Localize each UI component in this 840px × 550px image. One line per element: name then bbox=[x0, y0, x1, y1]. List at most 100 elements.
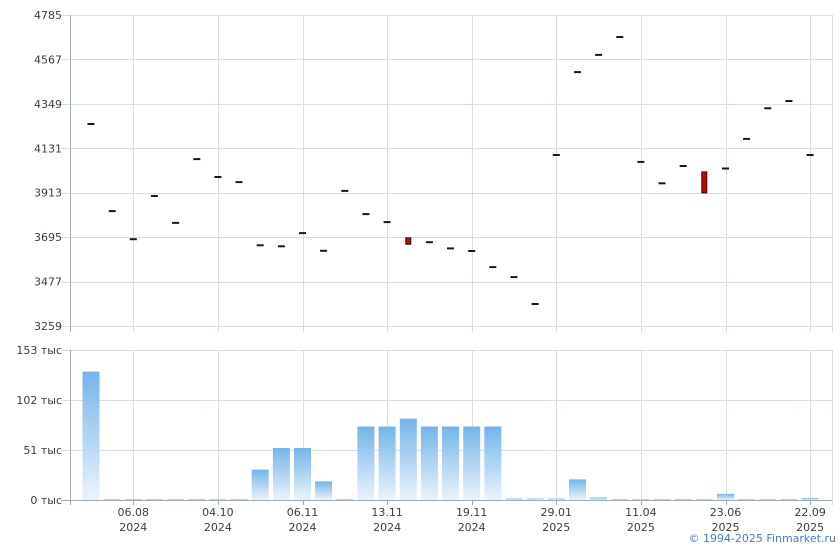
volume-bar bbox=[801, 498, 819, 500]
volume-bar bbox=[378, 426, 396, 500]
price-tick-mark bbox=[785, 100, 793, 102]
volume-bar bbox=[82, 371, 100, 500]
price-y-axis-label: 4567 bbox=[34, 53, 62, 66]
price-y-axis-label: 4785 bbox=[34, 9, 62, 22]
volume-bar bbox=[272, 448, 290, 500]
price-tick-mark bbox=[383, 221, 391, 224]
price-tick-mark bbox=[743, 137, 751, 140]
volume-bar bbox=[145, 499, 163, 500]
price-tick-mark bbox=[172, 221, 180, 224]
price-tick-mark bbox=[235, 181, 243, 184]
price-y-axis-label: 3259 bbox=[34, 320, 62, 333]
volume-bar bbox=[632, 499, 650, 500]
price-tick-mark bbox=[552, 154, 560, 156]
volume-bar bbox=[209, 499, 227, 500]
price-tick-mark bbox=[362, 213, 370, 216]
x-axis-date-label: 13.11 bbox=[371, 506, 403, 519]
candlestick-down bbox=[405, 237, 412, 245]
price-y-axis-label: 3913 bbox=[34, 187, 62, 200]
volume-bar bbox=[526, 498, 544, 500]
volume-bar bbox=[569, 479, 586, 500]
volume-bar bbox=[484, 426, 502, 500]
price-y-axis-label: 3695 bbox=[34, 231, 62, 244]
price-tick-mark bbox=[150, 195, 158, 197]
price-tick-mark bbox=[510, 276, 518, 279]
price-tick-mark bbox=[341, 189, 349, 192]
copyright-text: © 1994-2025 Finmarket.ru bbox=[688, 532, 836, 545]
price-tick-mark bbox=[447, 247, 454, 250]
price-tick-mark bbox=[256, 244, 264, 247]
price-tick-mark bbox=[489, 266, 497, 269]
x-axis-date-label: 23.06 bbox=[710, 506, 742, 519]
x-axis-year-label: 2025 bbox=[796, 521, 824, 534]
x-axis-year-label: 2025 bbox=[627, 521, 655, 534]
volume-y-axis-label: 51 тыс bbox=[23, 444, 62, 457]
x-axis-date-label: 06.11 bbox=[287, 506, 319, 519]
price-tick-mark bbox=[531, 303, 539, 305]
volume-bar bbox=[251, 469, 269, 500]
x-axis-date-label: 19.11 bbox=[456, 506, 488, 519]
price-tick-mark bbox=[129, 238, 137, 241]
x-axis-year-label: 2024 bbox=[119, 521, 147, 534]
price-tick-mark bbox=[637, 160, 645, 163]
x-axis-year-label: 2025 bbox=[712, 521, 740, 534]
volume-y-axis-label: 102 тыс bbox=[16, 394, 62, 407]
x-axis-date-label: 06.08 bbox=[118, 506, 150, 519]
volume-bar bbox=[124, 499, 142, 500]
volume-bar bbox=[463, 426, 481, 500]
volume-bar bbox=[103, 499, 121, 500]
volume-bar bbox=[759, 499, 777, 500]
price-tick-mark bbox=[320, 249, 328, 252]
x-axis-year-label: 2025 bbox=[542, 521, 570, 534]
volume-bar bbox=[674, 499, 692, 500]
volume-bar bbox=[590, 497, 608, 500]
price-tick-mark bbox=[679, 165, 687, 167]
price-tick-mark bbox=[214, 176, 222, 178]
price-tick-mark bbox=[425, 241, 433, 244]
price-tick-mark bbox=[574, 71, 581, 74]
volume-bar bbox=[357, 426, 375, 500]
x-axis-date-label: 04.10 bbox=[202, 506, 234, 519]
price-tick-mark bbox=[616, 36, 624, 38]
volume-bar bbox=[294, 448, 311, 500]
price-tick-mark bbox=[87, 123, 95, 125]
x-axis-year-label: 2024 bbox=[458, 521, 486, 534]
price-tick-mark bbox=[299, 232, 306, 235]
x-axis-year-label: 2024 bbox=[204, 521, 232, 534]
price-tick-mark bbox=[658, 182, 666, 185]
volume-bar bbox=[505, 498, 523, 500]
volume-bar bbox=[780, 499, 798, 500]
price-tick-mark bbox=[108, 210, 116, 213]
x-axis-date-label: 11.04 bbox=[625, 506, 657, 519]
volume-bar bbox=[336, 499, 354, 500]
candlestick-down bbox=[701, 171, 708, 194]
price-tick-mark bbox=[806, 154, 814, 156]
price-tick-mark bbox=[595, 53, 603, 56]
price-tick-mark bbox=[722, 167, 729, 170]
volume-bar bbox=[442, 426, 459, 500]
volume-bar bbox=[738, 499, 756, 500]
price-y-axis-label: 4349 bbox=[34, 98, 62, 111]
volume-y-axis-label: 0 тыс bbox=[30, 494, 62, 507]
x-axis-year-label: 2024 bbox=[289, 521, 317, 534]
volume-bar bbox=[420, 426, 438, 500]
volume-bar bbox=[611, 499, 629, 500]
x-axis-date-label: 22.09 bbox=[794, 506, 826, 519]
price-y-axis-label: 3477 bbox=[34, 276, 62, 289]
price-tick-mark bbox=[764, 107, 772, 110]
copyright-link[interactable]: © 1994-2025 Finmarket.ru bbox=[688, 532, 836, 545]
volume-bar bbox=[695, 499, 713, 500]
price-tick-mark bbox=[193, 158, 201, 161]
volume-bar bbox=[653, 499, 671, 500]
volume-bar bbox=[167, 499, 185, 500]
price-y-axis-label: 4131 bbox=[34, 142, 62, 155]
volume-y-axis-label: 153 тыс bbox=[16, 344, 62, 357]
price-tick-mark bbox=[468, 250, 476, 252]
x-axis-year-label: 2024 bbox=[373, 521, 401, 534]
volume-bar bbox=[315, 481, 333, 500]
x-axis-date-label: 29.01 bbox=[541, 506, 573, 519]
volume-bar bbox=[547, 498, 565, 500]
volume-bar bbox=[399, 418, 417, 500]
